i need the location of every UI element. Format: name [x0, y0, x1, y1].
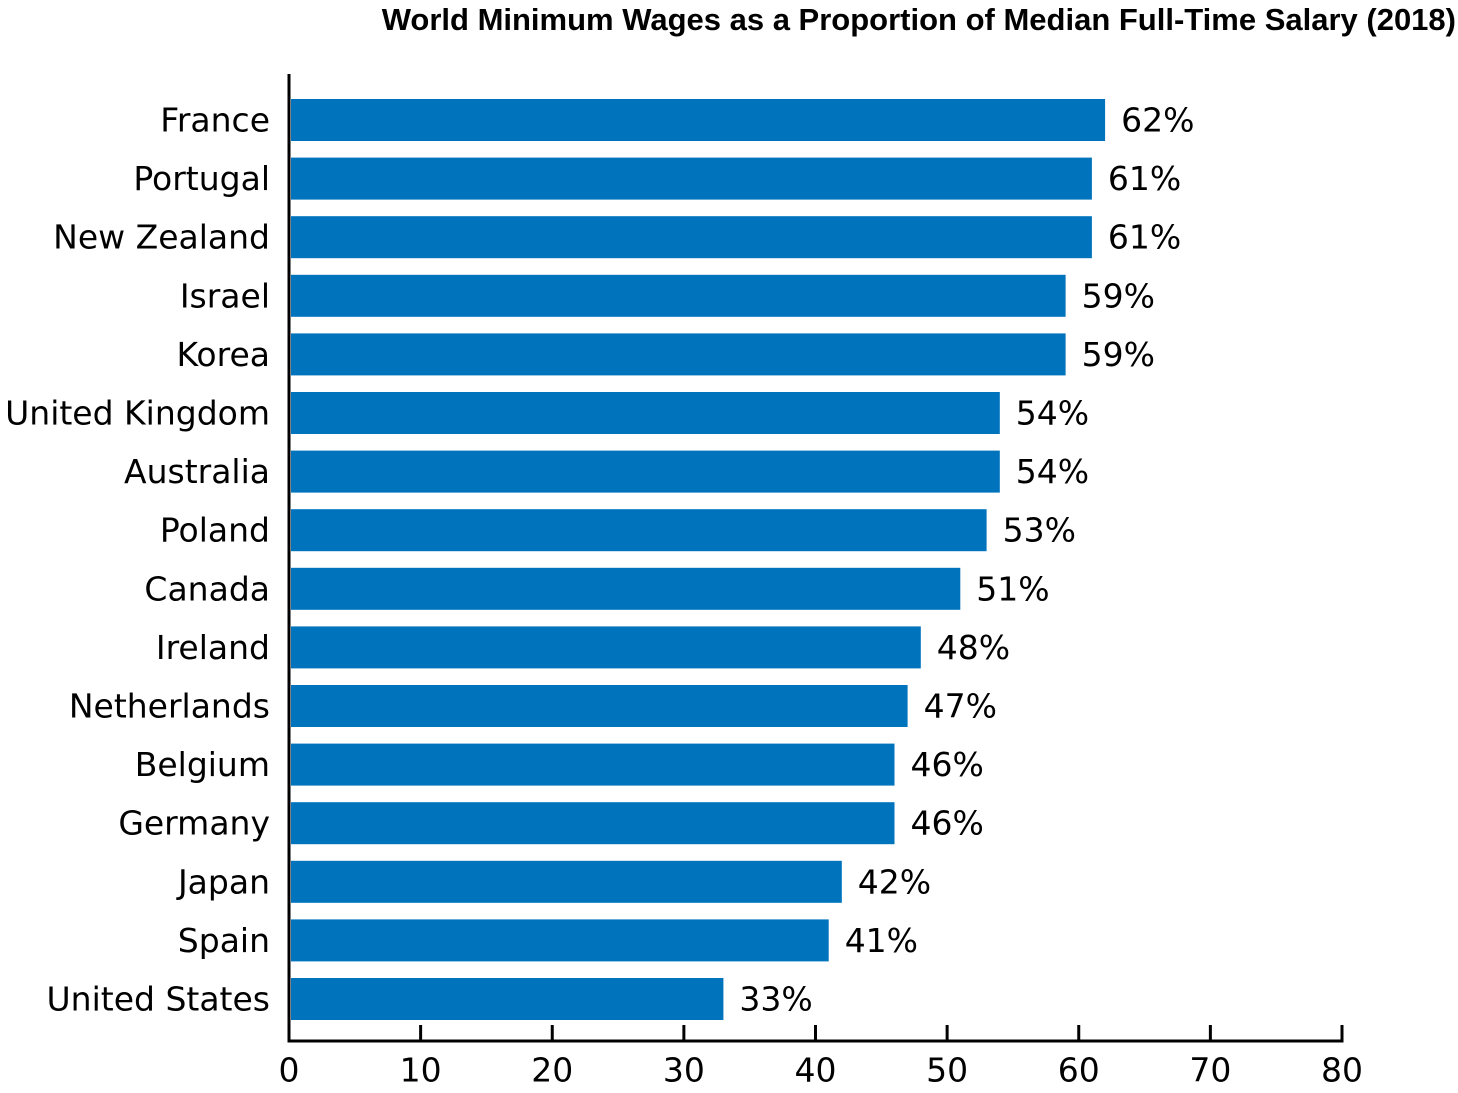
- bar: [291, 392, 1000, 434]
- category-label: Poland: [160, 511, 270, 550]
- category-label: Australia: [124, 452, 270, 491]
- category-label: Spain: [178, 921, 270, 960]
- bar: [291, 743, 895, 786]
- data-label: 53%: [1003, 511, 1076, 550]
- data-label: 42%: [858, 862, 931, 901]
- data-label: 47%: [924, 687, 997, 726]
- bar: [291, 333, 1066, 376]
- x-tick-label: 20: [531, 1051, 573, 1090]
- x-tick-label: 50: [926, 1051, 968, 1090]
- bar: [291, 450, 1000, 493]
- x-tick-label: 80: [1321, 1051, 1363, 1090]
- data-label: 46%: [911, 804, 984, 843]
- x-tick-label: 60: [1058, 1051, 1100, 1090]
- data-label: 48%: [937, 628, 1010, 667]
- data-label: 61%: [1108, 159, 1181, 198]
- data-label: 54%: [1016, 452, 1089, 491]
- category-label: Portugal: [133, 159, 270, 198]
- x-tick-label: 10: [400, 1051, 442, 1090]
- category-label: Germany: [118, 804, 270, 843]
- category-label: New Zealand: [53, 218, 270, 257]
- data-label: 62%: [1121, 101, 1194, 140]
- bar: [291, 802, 895, 845]
- category-label: France: [160, 101, 270, 140]
- data-label: 41%: [845, 921, 918, 960]
- bar: [291, 978, 724, 1020]
- bar: [291, 685, 908, 727]
- category-label: Belgium: [135, 745, 270, 784]
- bar: [291, 919, 829, 962]
- x-tick-label: 40: [795, 1051, 837, 1090]
- x-tick-label: 30: [663, 1051, 705, 1090]
- x-tick-label: 0: [279, 1051, 300, 1090]
- category-label: Korea: [176, 335, 270, 374]
- data-label: 46%: [911, 745, 984, 784]
- x-tick-label: 70: [1189, 1051, 1231, 1090]
- bar: [291, 860, 842, 903]
- data-label: 59%: [1082, 335, 1155, 374]
- data-label: 54%: [1016, 394, 1089, 433]
- bar: [291, 567, 961, 610]
- category-label: United States: [47, 980, 270, 1019]
- category-label: United Kingdom: [5, 394, 270, 433]
- data-label: 61%: [1108, 218, 1181, 257]
- bar: [291, 274, 1066, 317]
- bar: [291, 509, 987, 552]
- bar: [291, 157, 1092, 200]
- data-label: 33%: [739, 980, 812, 1019]
- data-label: 51%: [976, 569, 1049, 608]
- chart-title: World Minimum Wages as a Proportion of M…: [381, 2, 1456, 37]
- bar: [291, 626, 921, 669]
- data-label: 59%: [1082, 276, 1155, 315]
- category-label: Israel: [180, 276, 270, 315]
- bar: [291, 216, 1092, 259]
- category-label: Ireland: [156, 628, 270, 667]
- bar: [291, 99, 1106, 141]
- category-label: Netherlands: [69, 687, 270, 726]
- category-label: Japan: [176, 862, 270, 901]
- category-label: Canada: [144, 569, 270, 608]
